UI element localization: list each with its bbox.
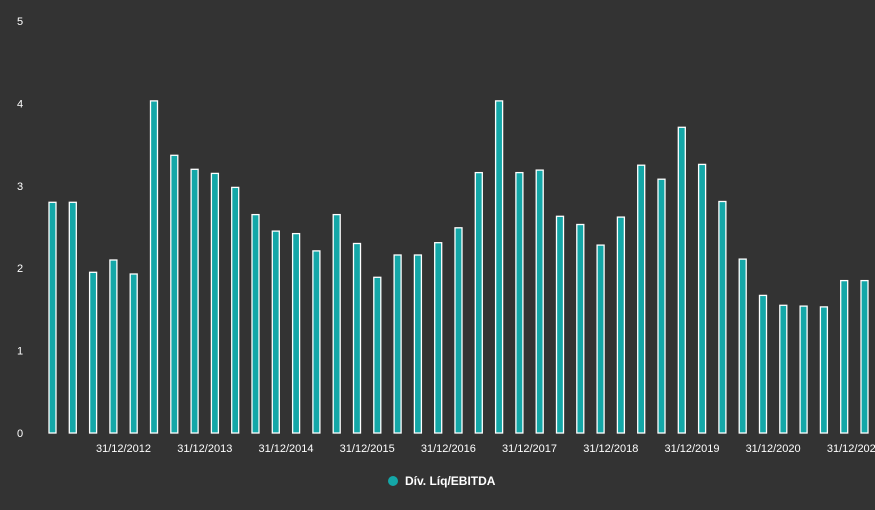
- bar[interactable]: [494, 100, 504, 434]
- x-tick-label: 31/12/2015: [340, 443, 395, 455]
- bar[interactable]: [291, 232, 301, 434]
- bar[interactable]: [657, 178, 666, 434]
- x-tick-label: 31/12/2021: [827, 443, 875, 455]
- x-tick-label: 31/12/2013: [177, 443, 232, 455]
- bar[interactable]: [434, 242, 443, 434]
- x-tick-label: 31/12/2012: [96, 443, 151, 455]
- bar[interactable]: [109, 259, 118, 434]
- x-tick-label: 31/12/2017: [502, 443, 557, 455]
- bar[interactable]: [738, 258, 747, 434]
- y-tick-label: 0: [17, 428, 23, 440]
- bar[interactable]: [637, 164, 646, 434]
- bar[interactable]: [271, 230, 280, 434]
- x-tick-label: 31/12/2018: [583, 443, 638, 455]
- bar[interactable]: [616, 216, 626, 434]
- bar[interactable]: [210, 172, 220, 434]
- legend[interactable]: Dív. Líq/EBITDA: [388, 474, 496, 488]
- bar[interactable]: [860, 279, 869, 434]
- bar[interactable]: [129, 273, 138, 434]
- bar[interactable]: [535, 169, 544, 434]
- bar[interactable]: [373, 276, 382, 434]
- y-tick-label: 3: [17, 181, 23, 193]
- bar[interactable]: [312, 250, 321, 434]
- bar[interactable]: [819, 306, 829, 434]
- bar[interactable]: [393, 254, 402, 434]
- y-tick-label: 1: [17, 346, 23, 358]
- x-tick-label: 31/12/2020: [746, 443, 801, 455]
- bar[interactable]: [88, 271, 98, 434]
- bar[interactable]: [718, 200, 727, 434]
- bar[interactable]: [68, 201, 77, 434]
- bar[interactable]: [413, 254, 423, 434]
- x-tick-label: 31/12/2016: [421, 443, 476, 455]
- bar[interactable]: [170, 154, 179, 434]
- y-axis: 0 1 2 3 4 5: [17, 16, 23, 440]
- bar[interactable]: [190, 168, 199, 434]
- bar[interactable]: [677, 126, 686, 434]
- bar[interactable]: [474, 171, 483, 434]
- y-tick-label: 4: [17, 98, 23, 110]
- bar[interactable]: [555, 215, 565, 434]
- bar[interactable]: [697, 163, 707, 434]
- x-tick-label: 31/12/2019: [664, 443, 719, 455]
- bar[interactable]: [840, 279, 849, 434]
- bar[interactable]: [515, 171, 524, 434]
- legend-label: Dív. Líq/EBITDA: [405, 474, 496, 488]
- bar[interactable]: [454, 227, 463, 434]
- y-tick-label: 2: [17, 263, 23, 275]
- bar[interactable]: [251, 213, 260, 434]
- bar[interactable]: [799, 305, 808, 434]
- bar[interactable]: [758, 294, 768, 434]
- legend-swatch-icon: [388, 476, 398, 486]
- bar[interactable]: [779, 304, 788, 434]
- bars-group: [48, 100, 869, 434]
- bar[interactable]: [576, 223, 585, 434]
- bar[interactable]: [48, 201, 57, 434]
- x-tick-label: 31/12/2014: [258, 443, 313, 455]
- bar[interactable]: [596, 244, 605, 434]
- bar[interactable]: [231, 186, 240, 434]
- y-tick-label: 5: [17, 16, 23, 28]
- bar[interactable]: [149, 100, 159, 434]
- x-axis: 31/12/2012 31/12/2013 31/12/2014 31/12/2015…: [96, 443, 875, 455]
- bar[interactable]: [332, 213, 341, 434]
- bar[interactable]: [352, 242, 362, 434]
